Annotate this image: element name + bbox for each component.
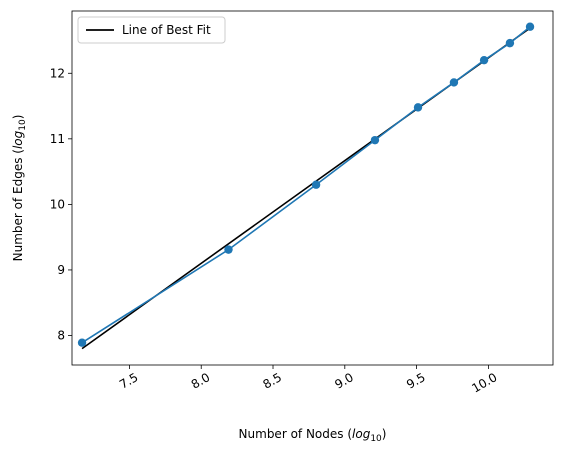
x-axis-label-subscript: 10	[370, 434, 382, 444]
y-tick-label: 9	[57, 263, 65, 277]
x-axis-label-prefix: Number of Nodes (	[239, 427, 352, 441]
y-tick-label: 11	[50, 132, 65, 146]
x-axis-label-suffix: )	[382, 427, 387, 441]
y-tick-label: 12	[50, 66, 65, 80]
y-axis-label-suffix: )	[11, 115, 25, 120]
y-tick-label: 8	[57, 329, 65, 343]
x-axis-label: Number of Nodes (log10)	[239, 427, 387, 444]
legend: Line of Best Fit	[77, 16, 226, 44]
y-tick-label: 10	[50, 197, 65, 211]
axes-frame	[71, 10, 554, 366]
x-axis-label-italic: log	[352, 427, 371, 441]
data-point	[311, 180, 321, 189]
data-point	[77, 338, 87, 347]
y-axis-label-prefix: Number of Edges (	[11, 149, 25, 261]
data-point	[370, 135, 380, 145]
legend-box	[77, 16, 226, 44]
y-axis-label-subscript: 10	[18, 119, 28, 131]
data-point	[413, 103, 423, 112]
plot-area	[77, 22, 535, 350]
data-point	[449, 78, 459, 87]
data-point	[224, 245, 233, 254]
data-point	[505, 38, 515, 48]
data-point	[525, 22, 535, 31]
y-axis-label: Number of Edges (log10)	[11, 115, 28, 262]
legend-label: Line of Best Fit	[122, 23, 211, 37]
y-axis-label-italic: log	[11, 130, 25, 149]
data-point	[479, 55, 489, 65]
